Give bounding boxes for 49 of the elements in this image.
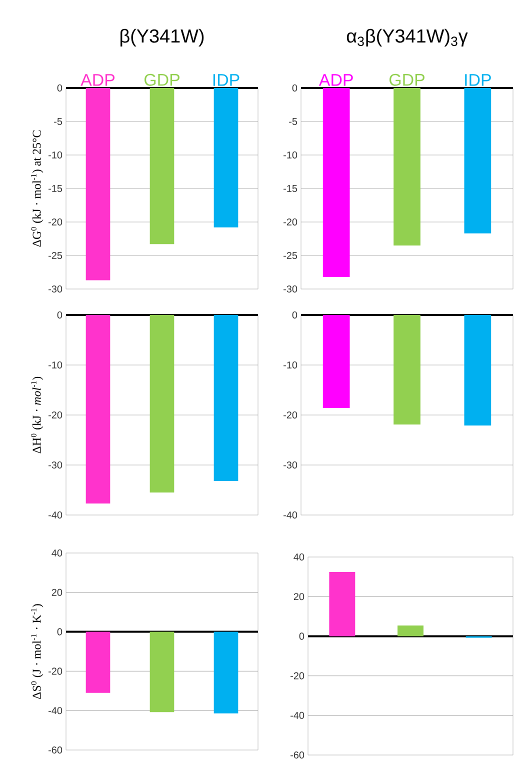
y-tick-label: 20 xyxy=(294,593,304,600)
bar xyxy=(329,572,356,636)
y-tick-label: 0 xyxy=(292,84,298,92)
y-tick-label: -20 xyxy=(284,411,298,419)
y-tick-label: -30 xyxy=(48,461,62,469)
y-tick-label: 0 xyxy=(57,628,62,636)
y-tick-label: -5 xyxy=(54,118,62,125)
y-tick-label: 40 xyxy=(52,549,62,557)
y-tick-label: -60 xyxy=(48,746,62,754)
y-tick-label: 0 xyxy=(299,632,304,640)
x-tick-label: ADP xyxy=(318,74,353,86)
y-tick-label: -60 xyxy=(290,751,304,759)
y-tick-label: -30 xyxy=(284,285,298,293)
y-tick-label: -10 xyxy=(48,151,62,159)
y-tick-label: -25 xyxy=(48,252,62,260)
y-tick-label: -40 xyxy=(48,707,62,714)
y-tick-label: -30 xyxy=(284,461,298,469)
y-tick-label: -10 xyxy=(284,151,298,159)
y-tick-label: -20 xyxy=(284,218,298,226)
y-tick-label: 0 xyxy=(57,311,62,319)
y-tick-label: -40 xyxy=(48,511,62,519)
y-tick-label: -20 xyxy=(48,218,62,226)
y-tick-label: -40 xyxy=(290,712,304,719)
y-tick-label: -20 xyxy=(290,672,304,680)
x-tick-label: IDP xyxy=(465,74,491,86)
y-tick-label: -5 xyxy=(289,118,298,125)
x-tick-label: GDP xyxy=(144,74,180,86)
chart-title: α$_{3}$β(Y341W)$_{3}$γ xyxy=(346,28,468,46)
y-tick-label: -20 xyxy=(48,411,62,419)
x-tick-label: GDP xyxy=(390,74,424,86)
x-tick-label: IDP xyxy=(213,74,240,86)
y-tick-label: -20 xyxy=(48,668,62,675)
y-tick-label: -25 xyxy=(284,252,298,260)
y-tick-label: -15 xyxy=(48,185,62,192)
bar xyxy=(398,626,424,636)
y-axis-title: ΔG$^{0}$ (kJ · mol$^{-1}$) at 25°C xyxy=(31,130,44,247)
y-tick-label: 0 xyxy=(57,84,62,92)
y-axis-title: ΔS$^{0}$ (J · mol$^{-1}$ · K$^{-1}$) xyxy=(31,604,44,699)
y-tick-label: -30 xyxy=(48,285,62,293)
y-axis-title: ΔH$^{0}$ (kJ · mol$^{-1}$) xyxy=(31,376,44,454)
y-tick-label: -15 xyxy=(284,185,298,192)
y-tick-label: -10 xyxy=(48,361,62,369)
y-tick-label: -40 xyxy=(284,511,298,519)
y-tick-label: 20 xyxy=(52,588,62,596)
y-tick-label: 0 xyxy=(292,311,298,319)
y-tick-label: 40 xyxy=(294,553,304,561)
x-tick-label: ADP xyxy=(80,74,115,86)
chart-title: β(Y341W) xyxy=(120,28,204,46)
y-tick-label: -10 xyxy=(284,361,298,369)
